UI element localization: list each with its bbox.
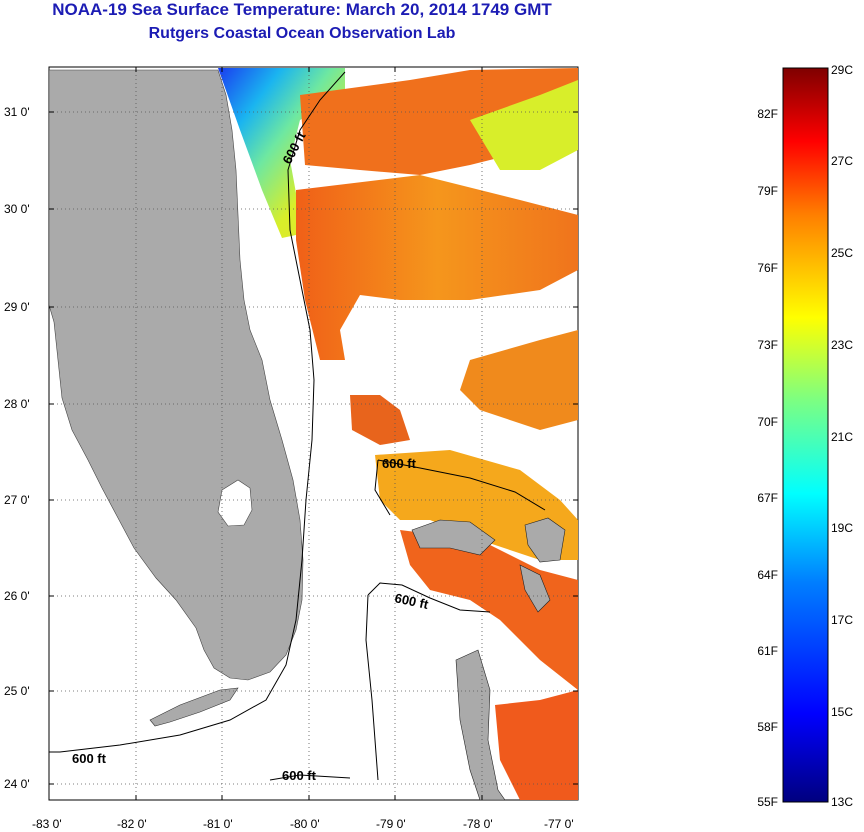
f-label: 64F xyxy=(757,568,778,582)
bahamas-land xyxy=(411,517,566,800)
f-label: 61F xyxy=(757,644,778,658)
lon-label: -82 0' xyxy=(117,817,147,831)
chart-title: NOAA-19 Sea Surface Temperature: March 2… xyxy=(52,0,552,19)
c-label: 23C xyxy=(831,338,853,352)
lat-label: 24 0' xyxy=(4,777,30,791)
lon-label: -80 0' xyxy=(290,817,320,831)
lon-label: -81 0' xyxy=(203,817,233,831)
sst-northeast-yellow xyxy=(470,80,578,170)
c-label: 17C xyxy=(831,613,853,627)
contour-label-mid: 600 ft xyxy=(382,456,417,471)
lat-label: 25 0' xyxy=(4,684,30,698)
c-label: 15C xyxy=(831,705,853,719)
sst-central-block xyxy=(296,175,578,360)
lon-label: -78 0' xyxy=(463,817,493,831)
f-label: 79F xyxy=(757,184,778,198)
lon-label: -77 0' xyxy=(544,817,574,831)
lon-axis: -83 0' -82 0' -81 0' -80 0' -79 0' -78 0… xyxy=(32,67,574,831)
c-label: 27C xyxy=(831,154,853,168)
f-label: 73F xyxy=(757,338,778,352)
f-label: 55F xyxy=(757,795,778,809)
sst-mid-patch xyxy=(460,330,578,430)
sst-south-orange xyxy=(400,530,578,690)
f-label: 70F xyxy=(757,415,778,429)
chart-subtitle: Rutgers Coastal Ocean Observation Lab xyxy=(148,25,456,42)
c-label: 13C xyxy=(831,795,853,809)
isobath-600ft xyxy=(49,71,546,781)
contour-label-south: 600 ft xyxy=(393,590,430,612)
lon-label: -83 0' xyxy=(32,817,62,831)
c-label: 21C xyxy=(831,430,853,444)
colorbar-f-labels: 82F 79F 76F 73F 70F 67F 64F 61F 58F 55F xyxy=(757,107,778,809)
lat-label: 27 0' xyxy=(4,493,30,507)
lat-label: 28 0' xyxy=(4,397,30,411)
colorbar: 82F 79F 76F 73F 70F 67F 64F 61F 58F 55F … xyxy=(757,63,853,809)
c-label: 19C xyxy=(831,521,853,535)
f-label: 82F xyxy=(757,107,778,121)
lat-label: 31 0' xyxy=(4,105,30,119)
contour-label-west: 600 ft xyxy=(72,751,107,766)
c-label: 29C xyxy=(831,63,853,77)
c-label: 25C xyxy=(831,246,853,260)
lake-okeechobee xyxy=(217,479,253,527)
contour-label-bottom: 600 ft xyxy=(282,768,317,783)
lat-axis: 31 0' 30 0' 29 0' 28 0' 27 0' 26 0' 25 0… xyxy=(4,105,578,791)
f-label: 67F xyxy=(757,491,778,505)
f-label: 58F xyxy=(757,720,778,734)
sst-south-patch xyxy=(495,690,578,800)
florida-land xyxy=(49,69,304,681)
lat-label: 26 0' xyxy=(4,589,30,603)
lat-label: 30 0' xyxy=(4,202,30,216)
lon-label: -79 0' xyxy=(376,817,406,831)
florida-keys xyxy=(149,687,239,727)
colorbar-c-labels: 29C 27C 25C 23C 21C 19C 17C 15C 13C xyxy=(831,63,853,809)
sst-data-layer xyxy=(218,68,578,800)
colorbar-gradient xyxy=(782,67,829,803)
lat-label: 29 0' xyxy=(4,300,30,314)
f-label: 76F xyxy=(757,261,778,275)
